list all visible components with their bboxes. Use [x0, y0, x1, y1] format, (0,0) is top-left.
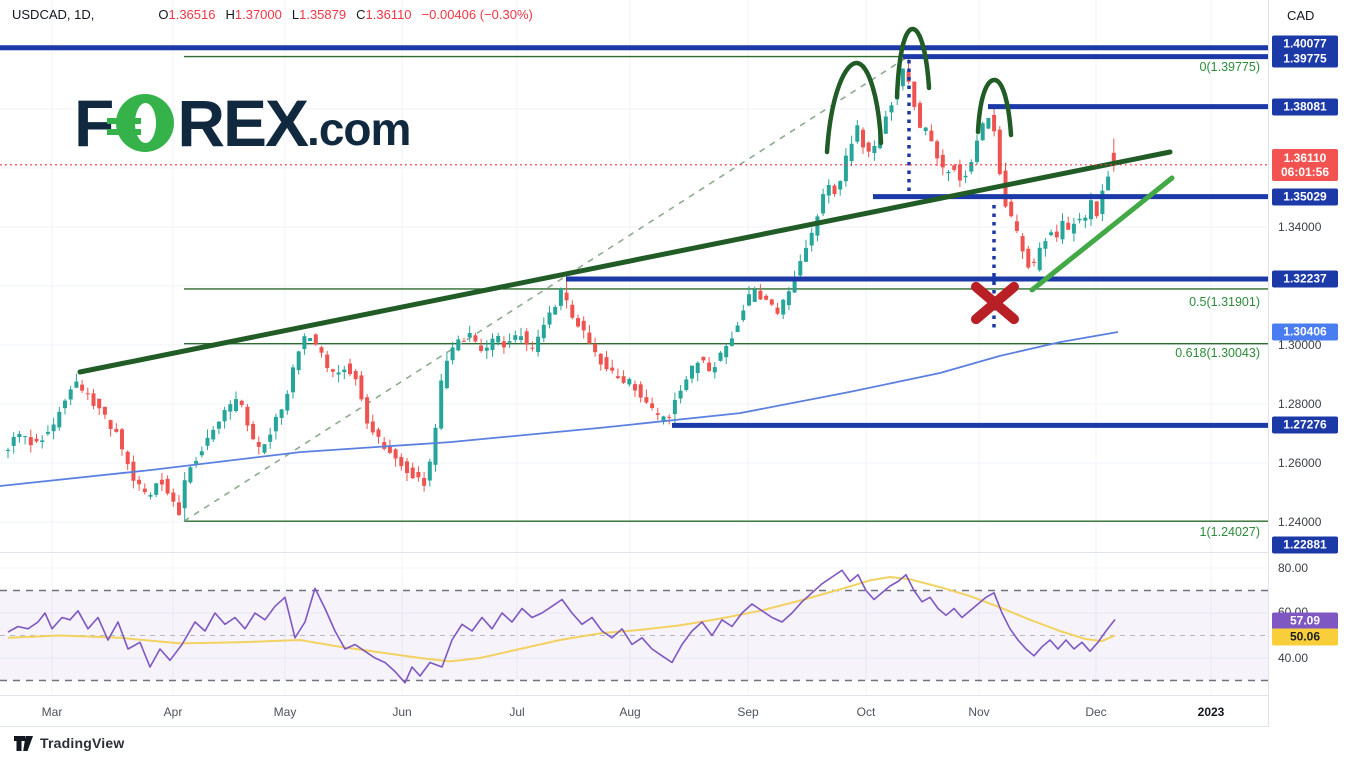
time-axis-label: Sep [737, 705, 759, 719]
time-axis-label: Aug [619, 705, 641, 719]
price-axis-label: 40.00 [1278, 651, 1309, 665]
time-axis-label: Nov [968, 705, 990, 719]
time-axis-label: Dec [1085, 705, 1107, 719]
price-axis-label: 80.00 [1278, 561, 1309, 575]
tradingview-brand-text: TradingView [40, 735, 125, 751]
fib-level-label: 0(1.39775) [1199, 60, 1260, 74]
price-axis-label: 1.30000 [1278, 338, 1322, 352]
close-label: C [356, 7, 366, 22]
high-value: 1.37000 [234, 7, 282, 22]
low-label: L [291, 7, 300, 22]
time-axis-label: Oct [856, 705, 876, 719]
time-axis-label: Apr [163, 705, 183, 719]
price-badge: 1.39775 [1272, 50, 1338, 68]
price-badge: 1.36110 06:01:56 [1272, 149, 1338, 181]
pane-separator[interactable] [0, 552, 1268, 553]
price-axis[interactable]: CAD 1.34000 1.30000 1.28000 1.26000 1.24000 8… [1268, 0, 1346, 727]
fib-level-label: 0.618(1.30043) [1175, 346, 1260, 360]
price-badge: 1.35029 [1272, 188, 1338, 206]
low-value: 1.35879 [299, 7, 347, 22]
price-badge: 1.27276 [1272, 416, 1338, 434]
time-axis-label: 2023 [1197, 705, 1225, 719]
high-label: H [225, 7, 235, 22]
price-axis-label: 1.24000 [1278, 515, 1322, 529]
price-badge: 57.09 [1272, 612, 1338, 630]
time-axis-label: Jul [509, 705, 525, 719]
price-badge: 1.38081 [1272, 98, 1338, 116]
change-value: −0.00406 (−0.30%) [421, 7, 533, 22]
price-axis-label: 1.26000 [1278, 456, 1322, 470]
price-badge: 1.30406 [1272, 323, 1338, 341]
close-value: 1.36110 [365, 7, 412, 22]
price-axis-label: 1.34000 [1278, 220, 1322, 234]
fib-level-label: 0.5(1.31901) [1189, 295, 1260, 309]
price-badge: 1.22881 [1272, 536, 1338, 554]
footer: TradingView [0, 728, 1346, 757]
time-axis-label: May [273, 705, 297, 719]
time-axis[interactable]: Mar Apr May Jun Jul Aug Sep Oct Nov Dec 2023 [0, 695, 1346, 727]
symbol-title[interactable]: USDCAD, 1D, [12, 7, 95, 22]
price-badge: 1.40077 [1272, 35, 1338, 53]
fib-level-label: 1(1.24027) [1199, 525, 1260, 539]
time-axis-label: Mar [41, 705, 63, 719]
open-value: 1.36516 [168, 7, 216, 22]
quote-currency-label: CAD [1287, 8, 1315, 23]
symbol-legend: USDCAD, 1D, O1.36516 H1.37000 L1.35879 C1.36… [12, 7, 533, 22]
chart-plot [0, 0, 1268, 694]
open-label: O [158, 7, 169, 22]
chart-canvas[interactable]: F REX .com USDCAD, 1D, O1.36516 H1.37000 L1… [0, 0, 1268, 695]
price-badge: 1.32237 [1272, 270, 1338, 288]
tradingview-logo[interactable]: TradingView [14, 735, 124, 751]
time-axis-label: Jun [392, 705, 412, 719]
price-axis-label: 1.28000 [1278, 397, 1322, 411]
tradingview-icon [14, 735, 33, 751]
price-badge: 50.06 [1272, 628, 1338, 646]
